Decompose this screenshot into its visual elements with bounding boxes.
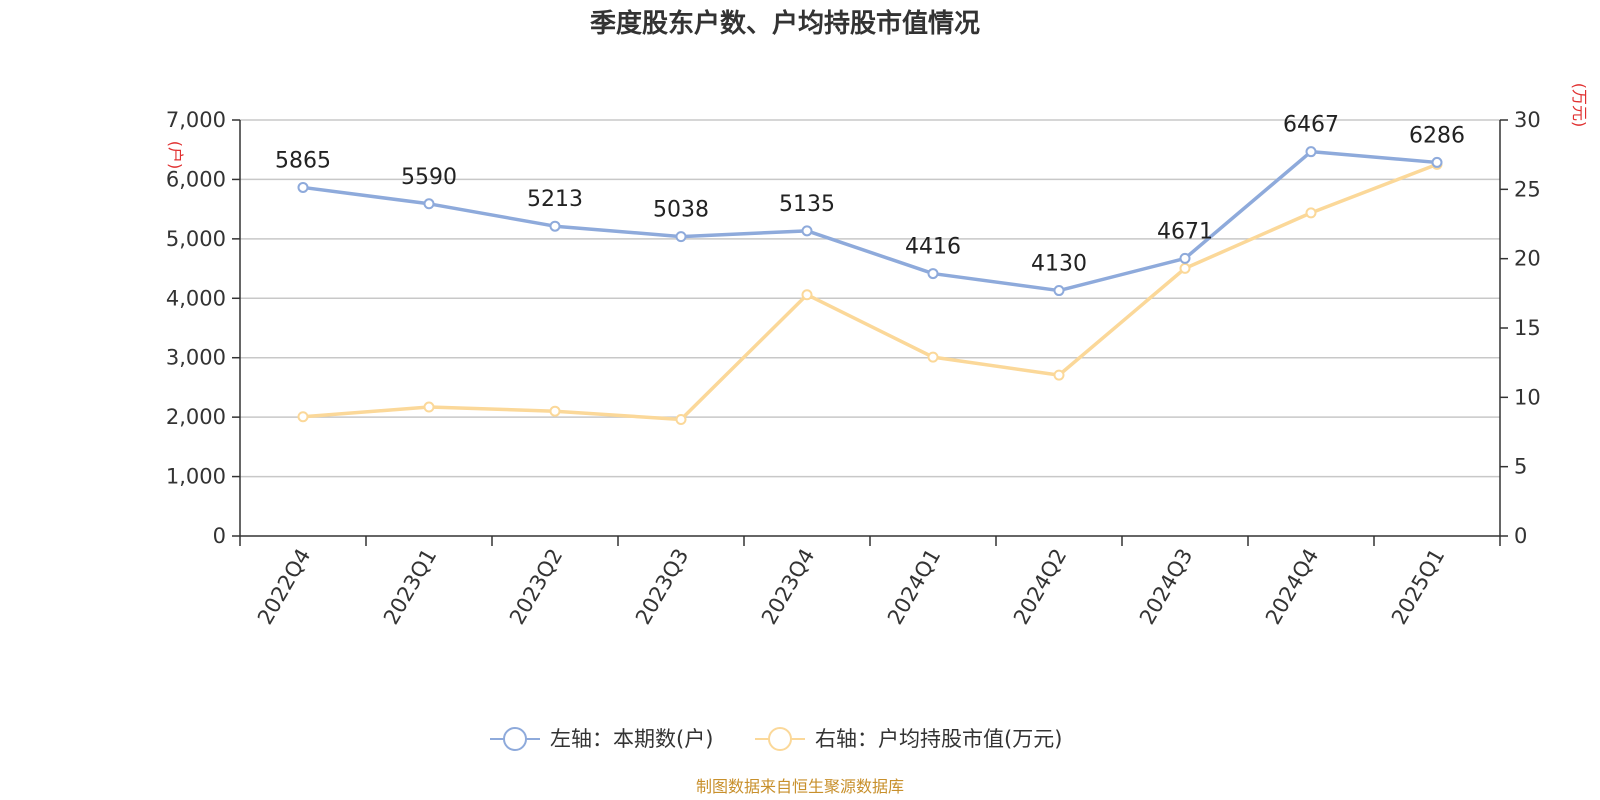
x-tick-label: 2024Q3 [1135,545,1197,629]
data-point[interactable] [549,220,561,232]
left-tick-label: 4,000 [166,286,226,310]
data-label: 5590 [401,165,457,190]
right-axis-ticks: 0 5 10 15 20 25 30 [1500,108,1541,548]
data-point[interactable] [801,289,813,301]
legend-marker-right [768,727,792,751]
data-point[interactable] [675,231,687,243]
left-tick-label: 1,000 [166,465,226,489]
x-tick-label: 2023Q3 [631,545,693,629]
legend-marker-left [503,727,527,751]
data-point[interactable] [1053,369,1065,381]
left-axis-unit: (户) [166,141,185,170]
data-point[interactable] [1305,146,1317,158]
x-tick-label: 2024Q1 [883,545,945,629]
x-tick-label: 2023Q1 [379,545,441,629]
data-point[interactable] [1431,156,1443,168]
x-tick-label: 2024Q4 [1261,545,1323,629]
legend-label-right: 右轴：户均持股市值(万元) [815,727,1062,751]
data-label: 6467 [1283,113,1339,138]
gridlines [240,119,1500,478]
legend-item-right[interactable]: 右轴：户均持股市值(万元) [755,727,1062,751]
left-tick-label: 6,000 [166,167,226,191]
data-point[interactable] [423,198,435,210]
series-line [302,162,1438,422]
data-label: 4416 [905,235,961,260]
left-tick-label: 3,000 [166,346,226,370]
x-tick-label: 2022Q4 [253,545,315,629]
data-label: 5865 [275,148,331,173]
data-point[interactable] [927,268,939,280]
data-point[interactable] [1179,262,1191,274]
data-point[interactable] [1179,252,1191,264]
data-point[interactable] [927,351,939,363]
right-tick-label: 0 [1514,524,1527,548]
chart-title: 季度股东户数、户均持股市值情况 [590,8,980,39]
series-right [297,158,1443,426]
right-tick-label: 5 [1514,455,1527,479]
series-line [302,149,1438,293]
data-label: 4671 [1157,219,1213,244]
data-label: 4130 [1031,252,1087,277]
right-tick-label: 25 [1514,177,1541,201]
x-axis-ticks: 2022Q4 2023Q1 2023Q2 2023Q3 2023Q4 2024Q1 2024… [239,536,1501,629]
left-tick-label: 2,000 [166,405,226,429]
data-point[interactable] [1053,285,1065,297]
right-tick-label: 20 [1514,247,1541,271]
right-tick-label: 10 [1514,385,1541,409]
data-label: 6286 [1409,123,1465,148]
right-tick-label: 15 [1514,316,1541,340]
left-tick-label: 7,000 [166,108,226,132]
data-point[interactable] [549,405,561,417]
right-axis-unit: (万元) [1570,83,1589,128]
data-label: 5213 [527,187,583,212]
data-label: 5135 [779,192,835,217]
data-point[interactable] [297,181,309,193]
x-tick-label: 2024Q2 [1009,545,1071,629]
right-tick-label: 30 [1514,108,1541,132]
legend-label-left: 左轴：本期数(户) [550,727,713,751]
left-tick-label: 5,000 [166,227,226,251]
x-tick-label: 2023Q4 [757,545,819,629]
legend-item-left[interactable]: 左轴：本期数(户) [490,727,713,751]
data-point[interactable] [801,225,813,237]
data-labels: 5865 5590 5213 5038 5135 4416 4130 4671 6467 6286 [275,113,1465,277]
data-point[interactable] [675,414,687,426]
left-tick-label: 0 [213,524,226,548]
x-tick-label: 2023Q2 [505,545,567,629]
data-point[interactable] [423,401,435,413]
data-label: 5038 [653,198,709,223]
source-note: 制图数据来自恒生聚源数据库 [696,777,904,796]
left-axis-ticks: 0 1,000 2,000 3,000 4,000 5,000 6,000 7,000 [166,108,240,548]
legend[interactable]: 左轴：本期数(户) 右轴：户均持股市值(万元) [490,727,1062,751]
series-left [297,146,1443,297]
data-point[interactable] [297,411,309,423]
data-point[interactable] [1305,207,1317,219]
x-tick-label: 2025Q1 [1387,545,1449,629]
